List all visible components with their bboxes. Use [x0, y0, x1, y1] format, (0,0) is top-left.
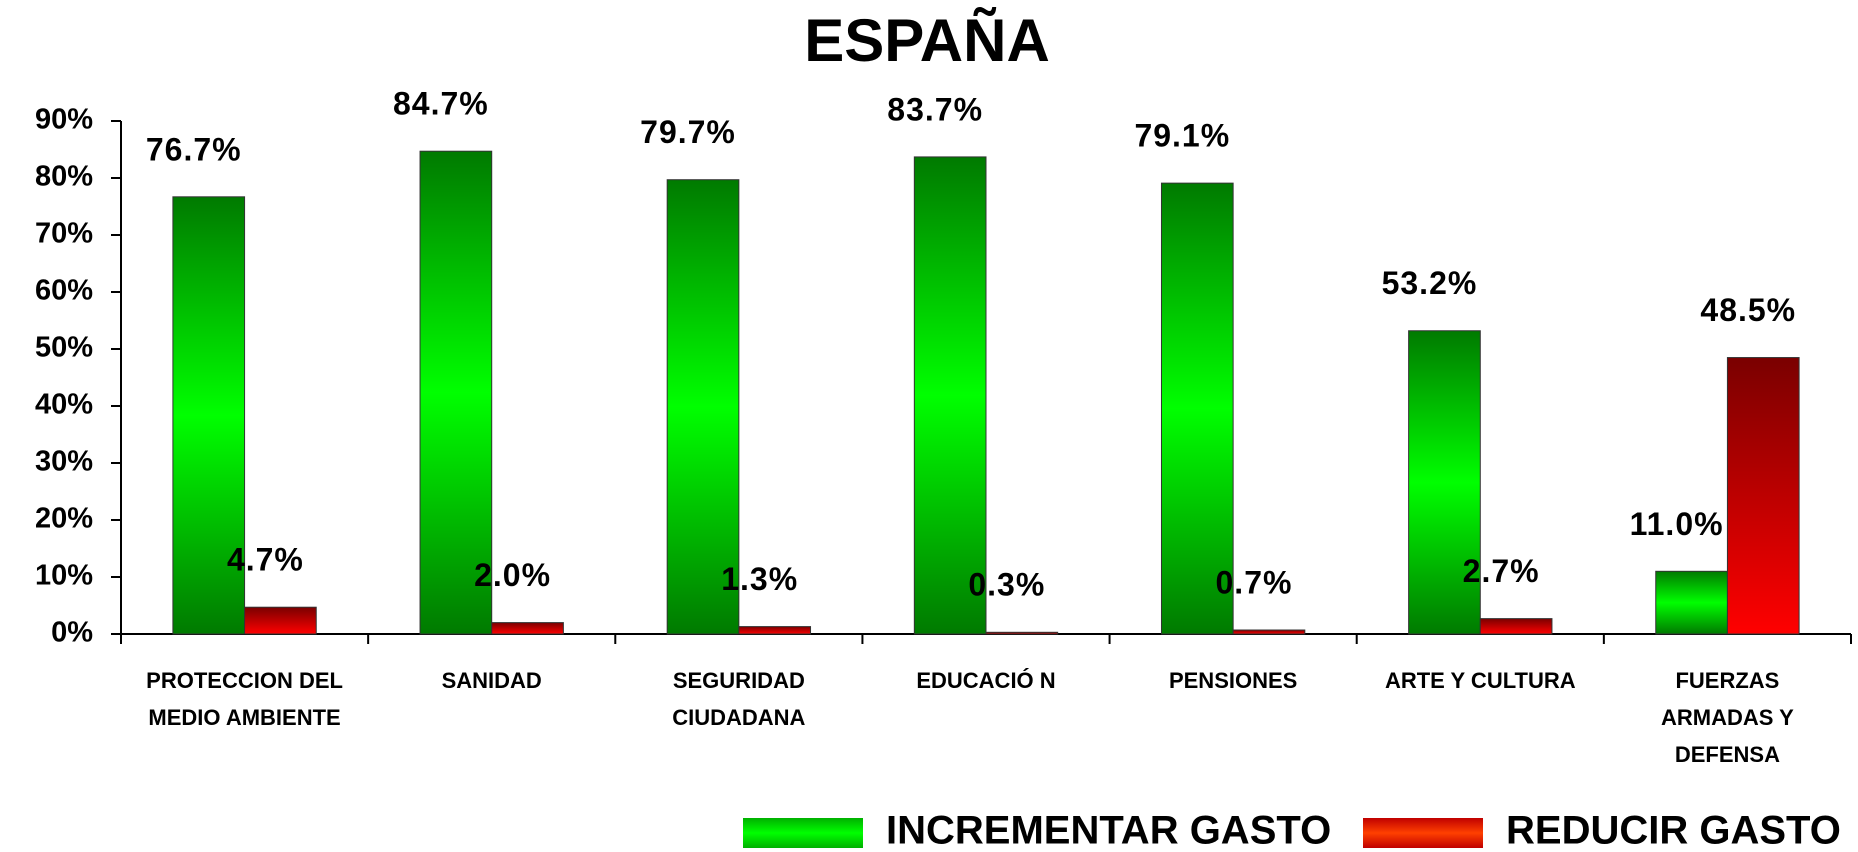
bar: [419, 150, 493, 635]
bar: [1160, 182, 1234, 635]
value-label: 53.2%: [1382, 265, 1478, 301]
y-tick-label: 0%: [51, 617, 93, 649]
value-label: 79.7%: [640, 114, 736, 150]
value-label: 76.7%: [146, 131, 242, 167]
value-label: 2.0%: [474, 557, 551, 593]
value-label: 1.3%: [721, 561, 798, 597]
bar: [1726, 357, 1800, 635]
legend-swatch: [1363, 818, 1483, 848]
bar: [1408, 330, 1481, 635]
x-tick-label: EDUCACIÓ N: [916, 668, 1056, 693]
bar: [1479, 618, 1553, 635]
x-tick-label: ARTE Y CULTURA: [1384, 668, 1576, 693]
y-tick-label: 90%: [35, 104, 93, 136]
legend-swatch: [743, 818, 863, 848]
value-label: 84.7%: [393, 86, 489, 122]
bar: [172, 196, 246, 635]
y-tick-label: 20%: [35, 503, 93, 535]
chart-title: ESPAÑA: [804, 7, 1050, 74]
bar: [666, 179, 740, 635]
y-tick-label: 40%: [35, 389, 93, 421]
bar: [738, 626, 812, 635]
legend-label: REDUCIR GASTO: [1506, 809, 1841, 852]
x-tick-label: PROTECCION DEL MEDIO AMBIENTE: [146, 668, 343, 730]
value-label: 11.0%: [1630, 506, 1724, 542]
y-tick-label: 60%: [35, 275, 93, 307]
y-tick-label: 50%: [35, 332, 93, 364]
y-tick-label: 70%: [35, 218, 93, 250]
y-tick-label: 80%: [35, 161, 93, 193]
bar: [1655, 570, 1728, 635]
value-label: 48.5%: [1700, 292, 1796, 328]
x-tick-label: SEGURIDAD CIUDADANA: [672, 668, 806, 730]
value-label: 83.7%: [887, 91, 983, 127]
value-label: 0.7%: [1216, 564, 1293, 600]
bar: [985, 631, 1059, 635]
value-label: 79.1%: [1134, 118, 1230, 154]
y-tick-label: 30%: [35, 446, 93, 478]
value-label: 4.7%: [227, 542, 304, 578]
x-tick-label: PENSIONES: [1168, 668, 1298, 693]
y-tick-label: 10%: [35, 560, 93, 592]
value-label: 0.3%: [968, 567, 1045, 603]
legend-label: INCREMENTAR GASTO: [886, 809, 1331, 852]
x-tick-label: FUERZAS ARMADAS Y DEFENSA: [1661, 668, 1794, 767]
bar: [913, 156, 987, 635]
value-label: 2.7%: [1463, 553, 1540, 589]
bar: [244, 606, 317, 635]
bar: [491, 622, 564, 635]
bar: [1232, 629, 1306, 635]
x-tick-label: SANIDAD: [441, 668, 542, 693]
